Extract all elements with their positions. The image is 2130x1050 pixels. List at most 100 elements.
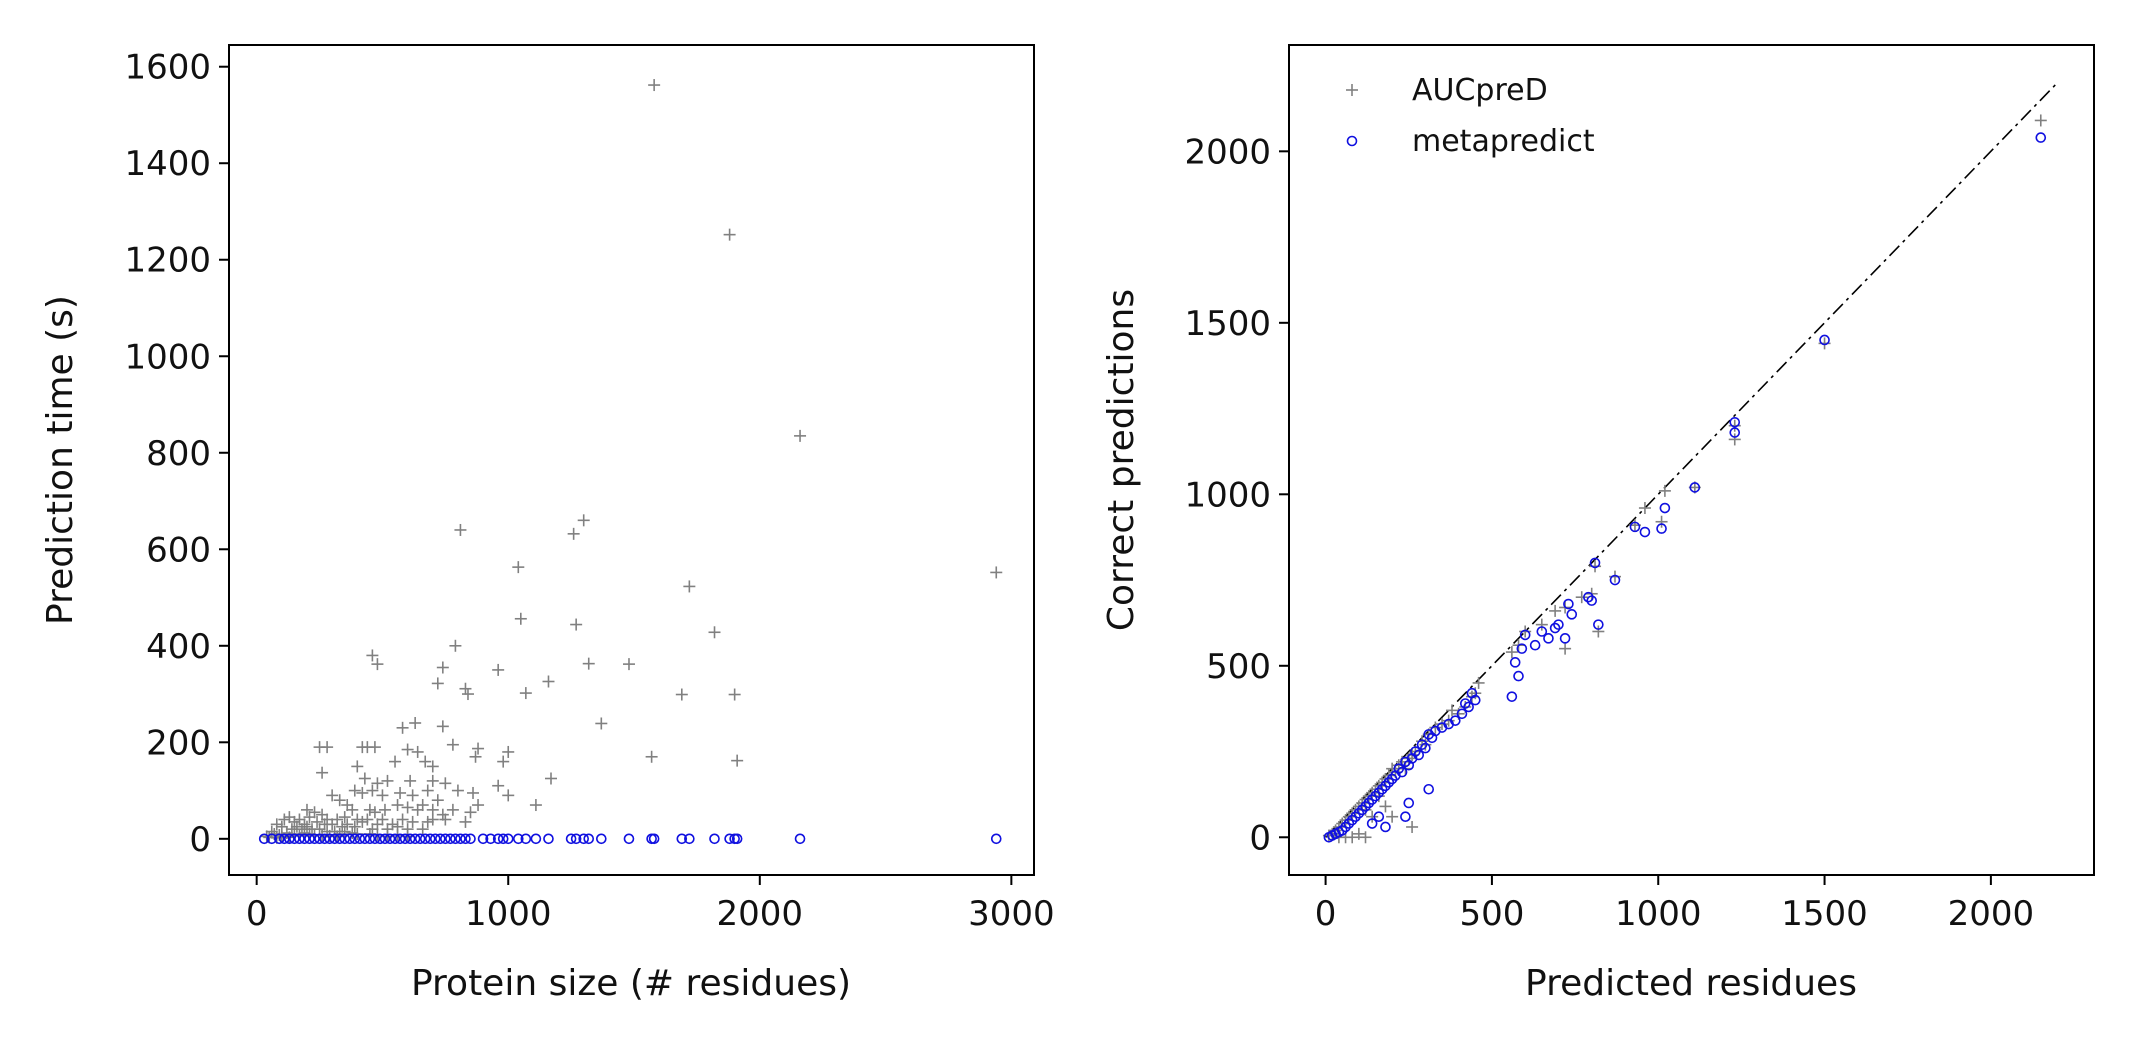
data-point-plus bbox=[351, 813, 364, 826]
data-point-plus bbox=[290, 820, 303, 833]
data-point-plus bbox=[394, 786, 407, 799]
data-point-circle bbox=[274, 833, 285, 845]
plot-frame bbox=[228, 44, 1035, 876]
data-point-plus bbox=[446, 803, 459, 816]
data-point-plus bbox=[1655, 515, 1668, 528]
data-point-circle bbox=[460, 833, 471, 845]
data-point-circle bbox=[1543, 633, 1554, 644]
data-point-plus bbox=[371, 777, 384, 790]
data-point-plus bbox=[1592, 625, 1605, 638]
data-point-plus bbox=[411, 803, 424, 816]
data-point-plus bbox=[368, 741, 381, 754]
data-point-circle bbox=[543, 833, 554, 845]
data-point-plus bbox=[341, 799, 354, 812]
time-vs-size-plot: 0 1000 2000 3000 0 200 400 600 800 1000 1200 1400 16… bbox=[40, 44, 1055, 1004]
data-point-circle bbox=[289, 833, 300, 845]
data-point-plus bbox=[469, 750, 482, 763]
axis-ticks: 0 500 1000 1500 2000 0 500 1000 1500 2000 bbox=[1184, 132, 2034, 934]
y-tick-label: 200 bbox=[146, 723, 211, 763]
legend-marker-circle bbox=[1346, 135, 1358, 147]
data-point-circle bbox=[1656, 523, 1667, 534]
data-point-circle bbox=[731, 833, 743, 845]
data-point-circle bbox=[1343, 818, 1355, 829]
data-point-plus bbox=[519, 687, 532, 700]
data-point-circle bbox=[1609, 574, 1621, 586]
data-point-circle bbox=[309, 833, 320, 845]
identity-line bbox=[1325, 82, 2058, 838]
data-point-circle bbox=[1350, 811, 1361, 822]
data-point-plus bbox=[293, 813, 306, 826]
data-point-circle bbox=[1380, 780, 1391, 792]
data-point-circle bbox=[1536, 626, 1548, 637]
data-point-plus bbox=[426, 774, 439, 787]
y-tick-label: 1500 bbox=[1184, 304, 1271, 344]
data-point-circle bbox=[394, 833, 406, 845]
y-tick-label: 600 bbox=[146, 530, 211, 570]
data-point-plus bbox=[396, 721, 409, 734]
data-point-plus bbox=[308, 806, 321, 819]
data-point-plus bbox=[472, 799, 485, 812]
x-axis-label: Predicted residues bbox=[1525, 963, 1857, 1004]
data-point-circle bbox=[389, 833, 401, 845]
data-point-plus bbox=[1505, 646, 1518, 659]
data-point-circle bbox=[1340, 821, 1351, 833]
data-point-circle bbox=[364, 833, 376, 845]
data-point-plus bbox=[376, 813, 389, 826]
data-point-plus bbox=[348, 784, 361, 797]
y-tick-label: 1000 bbox=[1184, 475, 1271, 515]
data-point-circle bbox=[1549, 622, 1561, 634]
data-point-circle bbox=[1416, 739, 1428, 750]
data-point-plus bbox=[401, 743, 414, 756]
data-point-circle bbox=[578, 833, 590, 845]
data-point-circle bbox=[329, 833, 340, 845]
data-point-plus bbox=[326, 818, 339, 831]
data-point-plus bbox=[406, 815, 419, 828]
data-point-plus bbox=[545, 772, 557, 785]
data-point-circle bbox=[1366, 794, 1378, 805]
data-point-plus bbox=[265, 825, 278, 838]
data-point-plus bbox=[316, 766, 329, 779]
data-point-plus bbox=[426, 813, 439, 826]
data-point-plus bbox=[341, 818, 354, 831]
legend-marker-plus bbox=[1346, 84, 1358, 96]
data-point-plus bbox=[409, 716, 422, 729]
y-tick-label: 1600 bbox=[124, 48, 211, 88]
data-point-circle bbox=[440, 833, 451, 845]
data-point-plus bbox=[645, 750, 658, 763]
data-point-plus bbox=[378, 803, 391, 816]
legend-plus-marker bbox=[1346, 84, 1358, 96]
x-tick-label: 1000 bbox=[465, 894, 552, 934]
data-point-plus bbox=[348, 820, 361, 833]
data-point-plus bbox=[464, 806, 477, 819]
data-point-circle bbox=[1383, 777, 1395, 788]
data-point-plus bbox=[416, 823, 429, 836]
data-point-circle bbox=[1553, 619, 1564, 630]
data-point-circle bbox=[684, 833, 695, 845]
data-point-plus bbox=[648, 79, 661, 92]
data-point-plus bbox=[1406, 820, 1419, 833]
data-point-circle bbox=[709, 833, 720, 845]
data-point-plus bbox=[459, 815, 472, 828]
plot-frame bbox=[1288, 44, 2095, 876]
data-point-circle bbox=[374, 833, 386, 845]
data-point-circle bbox=[450, 833, 461, 845]
data-point-plus bbox=[396, 813, 409, 826]
data-point-circle bbox=[512, 833, 524, 845]
data-point-circle bbox=[1566, 609, 1578, 620]
data-point-plus bbox=[1575, 591, 1588, 604]
data-point-circle bbox=[369, 833, 381, 845]
data-point-plus bbox=[708, 626, 721, 639]
data-point-plus bbox=[436, 808, 449, 821]
data-point-plus bbox=[386, 818, 399, 831]
data-point-plus bbox=[794, 429, 807, 442]
data-point-circle bbox=[1529, 639, 1541, 651]
data-point-circle bbox=[596, 833, 607, 845]
data-point-circle bbox=[1689, 482, 1701, 493]
data-point-plus bbox=[356, 815, 369, 828]
data-point-circle bbox=[445, 833, 456, 845]
data-point-circle bbox=[623, 833, 635, 845]
data-point-plus bbox=[459, 682, 472, 695]
data-point-plus bbox=[502, 745, 515, 758]
data-point-plus bbox=[303, 811, 316, 824]
